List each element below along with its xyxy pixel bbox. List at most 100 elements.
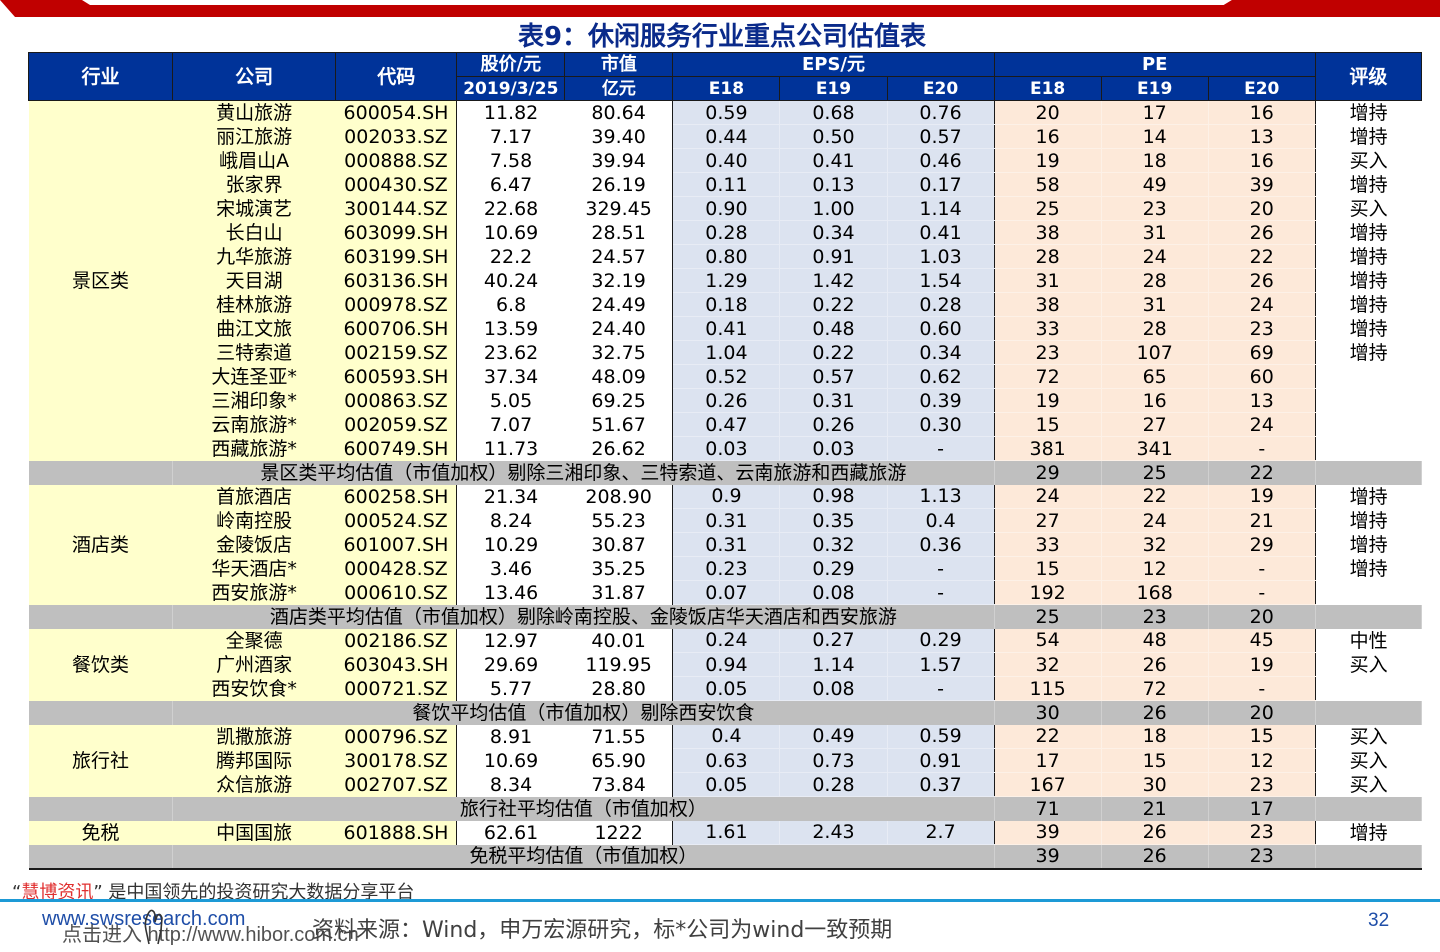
code-cell: 603136.SH: [335, 268, 458, 293]
table-row: 长白山 603099.SH 10.69 28.51 0.28 0.34 0.41 38 31 26…: [29, 220, 1422, 245]
eps-cell: 0.48: [779, 316, 888, 341]
eps-cell: 0.29: [887, 628, 995, 653]
pointing-hand-icon: [144, 909, 163, 945]
company-cell: 首旅酒店: [172, 484, 336, 509]
eps-cell: 0.49: [779, 724, 888, 749]
company-name: 三湘印象*: [211, 389, 297, 412]
price-cell: 3.46: [456, 556, 565, 581]
company-cell: 大连圣亚*: [172, 364, 336, 389]
market-cap-cell: 26.62: [564, 436, 674, 461]
average-pe-e19: 23: [1101, 604, 1209, 629]
code-cell: 603043.SH: [335, 652, 458, 677]
table-row: 餐饮类 全聚德 002186.SZ 12.97 40.01 0.24 0.27 0.29 54 4…: [28, 628, 1422, 701]
valuation-table: 行业 公司 代码 股价/元 市值 EPS/元 PE 评级 2019/3/25 亿…: [27, 52, 1423, 870]
pe-cell: 26: [1101, 820, 1209, 845]
average-spacer: [28, 604, 174, 629]
table-row: 众信旅游 002707.SZ 8.34 73.84 0.05 0.28 0.37 167 30 2…: [29, 772, 1422, 797]
average-pe-e19: 26: [1101, 700, 1209, 725]
eps-cell: 0.28: [672, 220, 781, 245]
table-row: 西藏旅游* 600749.SH 11.73 26.62 0.03 0.03-381 341-: [29, 436, 1422, 461]
pe-cell: 31: [994, 268, 1102, 293]
header-rating: 评级: [1314, 52, 1423, 101]
pe-cell: 72: [994, 364, 1102, 389]
eps-cell: 2.7: [887, 820, 995, 845]
header-eps: EPS/元: [672, 52, 995, 77]
market-cap-cell: 40.01: [564, 628, 674, 653]
pe-cell: 32: [994, 652, 1102, 677]
table-row: 三湘印象* 000863.SZ 5.05 69.25 0.26 0.31 0.39 19 16 1…: [29, 388, 1422, 413]
eps-cell: 0.34: [887, 340, 995, 365]
eps-cell: 0.9: [672, 484, 781, 509]
pe-cell: 29: [1208, 532, 1316, 557]
pe-cell: 27: [1101, 412, 1209, 437]
eps-cell: 2.43: [779, 820, 888, 845]
footer-watermark-link[interactable]: 点击进入 http://www.hibor.com.cn: [62, 924, 359, 946]
eps-cell: 0.47: [672, 412, 781, 437]
pe-cell: 27: [994, 508, 1102, 533]
company-name: 西藏旅游*: [211, 437, 297, 460]
eps-cell: 0.11: [672, 172, 781, 197]
pe-cell: 54: [994, 628, 1102, 653]
footer-divider: [0, 899, 1440, 902]
pe-cell: 168: [1101, 580, 1209, 605]
pe-cell: 23: [1101, 196, 1209, 221]
pe-cell: 24: [1208, 292, 1316, 317]
company-name: 西安旅游*: [211, 581, 297, 604]
table-row: 三特索道 002159.SZ 23.62 32.75 1.04 0.22 0.34 23 107…: [29, 340, 1422, 365]
eps-cell: 0.57: [887, 124, 995, 149]
pe-cell: 23: [994, 340, 1102, 365]
footer-promo: “慧博资讯” 是中国领先的投资研究大数据分享平台: [12, 878, 414, 904]
pe-cell: -: [1208, 436, 1316, 461]
price-cell: 5.77: [456, 676, 565, 701]
table-row: 宋城演艺 300144.SZ 22.68 329.45 0.90 1.00 1.14 25 23…: [29, 196, 1422, 221]
pe-cell: 60: [1208, 364, 1316, 389]
market-cap-cell: 208.90: [564, 484, 674, 509]
pe-cell: 19: [1208, 484, 1316, 509]
eps-cell: 0.31: [779, 388, 888, 413]
price-cell: 37.34: [456, 364, 565, 389]
eps-cell: 0.03: [779, 436, 888, 461]
pe-cell: 26: [1101, 652, 1209, 677]
market-cap-cell: 80.64: [564, 100, 674, 125]
eps-cell: 0.31: [672, 508, 781, 533]
pe-cell: 22: [1208, 244, 1316, 269]
price-cell: 29.69: [456, 652, 565, 677]
pe-cell: 18: [1101, 148, 1209, 173]
rating-cell: 买入: [1315, 724, 1422, 749]
promo-brand[interactable]: 慧博资讯: [21, 882, 94, 903]
rating-cell: [1315, 364, 1422, 389]
eps-cell: 0.41: [779, 148, 888, 173]
pe-cell: -: [1208, 580, 1316, 605]
table-row: 西安饮食* 000721.SZ 5.77 28.80 0.05 0.08-115 72-: [29, 676, 1422, 701]
market-cap-cell: 24.49: [564, 292, 674, 317]
company-name: 西安饮食*: [211, 677, 297, 700]
rating-cell: 增持: [1315, 268, 1422, 293]
table-row: 曲江文旅 600706.SH 13.59 24.40 0.41 0.48 0.60 33 28 2…: [29, 316, 1422, 341]
pe-cell: 15: [994, 556, 1102, 581]
eps-cell: 0.39: [887, 388, 995, 413]
market-cap-cell: 28.51: [564, 220, 674, 245]
company-name: 金陵饭店: [216, 533, 293, 556]
promo-text: ” 是中国领先的投资研究大数据分享平台: [93, 882, 415, 903]
company-cell: 桂林旅游: [172, 292, 336, 317]
price-cell: 23.62: [456, 340, 565, 365]
table-row: 桂林旅游 000978.SZ 6.8 24.49 0.18 0.22 0.28 38 31 24 增…: [29, 292, 1422, 317]
eps-cell: 0.59: [887, 724, 995, 749]
price-cell: 8.24: [456, 508, 565, 533]
market-cap-cell: 51.67: [564, 412, 674, 437]
company-cell: 长白山: [172, 220, 336, 245]
market-cap-cell: 30.87: [564, 532, 674, 557]
pe-cell: 17: [1101, 100, 1209, 125]
price-cell: 5.05: [456, 388, 565, 413]
average-pe-e20: 23: [1208, 844, 1316, 870]
company-cell: 峨眉山A: [172, 148, 336, 173]
footer-url-link[interactable]: www.swsresearch.com: [42, 908, 246, 930]
price-cell: 22.68: [456, 196, 565, 221]
eps-cell: 0.62: [887, 364, 995, 389]
price-cell: 6.8: [456, 292, 565, 317]
price-cell: 10.69: [456, 748, 565, 773]
eps-cell: 0.4: [887, 508, 995, 533]
company-cell: 西安旅游*: [172, 580, 336, 605]
pe-cell: 341: [1101, 436, 1209, 461]
eps-cell: 1.29: [672, 268, 781, 293]
